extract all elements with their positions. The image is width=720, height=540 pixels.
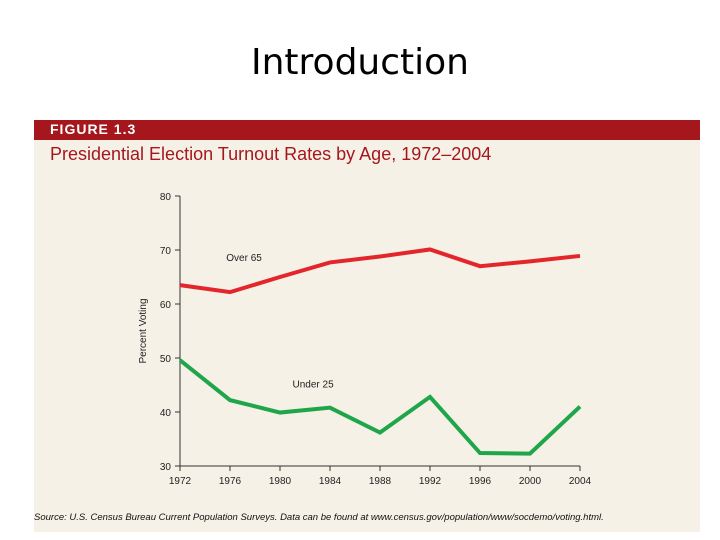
x-tick-label: 2000 [519,476,542,487]
figure-title: Presidential Election Turnout Rates by A… [50,144,492,164]
figure-panel: FIGURE 1.3 Presidential Election Turnout… [34,120,700,532]
x-tick-label: 1992 [419,476,442,487]
series-label: Over 65 [226,253,262,264]
y-tick-label: 40 [160,408,172,419]
slide-title: Introduction [250,42,469,83]
figure-label-bar: FIGURE 1.3 [34,120,700,140]
y-tick-label: 80 [160,192,172,203]
x-tick-label: 1996 [469,476,492,487]
y-tick-label: 50 [160,354,172,365]
x-tick-label: 1984 [319,476,342,487]
y-tick-label: 30 [160,462,172,473]
x-tick-label: 2004 [569,476,592,487]
y-axis-label: Percent Voting [138,298,149,363]
y-tick-label: 70 [160,246,172,257]
y-tick-label: 60 [160,300,172,311]
series-line-under-25 [178,358,582,456]
series-label: Under 25 [293,380,335,391]
x-tick-label: 1976 [219,476,242,487]
x-tick-label: 1980 [269,476,292,487]
turnout-line-chart: 30 40 50 60 70 80 1972 1976 1980 1984 1988 1992 1996… [138,192,592,487]
figure-source: Source: U.S. Census Bureau Current Popul… [34,512,604,523]
x-tick-label: 1988 [369,476,392,487]
figure-label: FIGURE 1.3 [50,121,137,137]
series-line-over-65 [179,247,581,295]
x-tick-label: 1972 [169,476,192,487]
